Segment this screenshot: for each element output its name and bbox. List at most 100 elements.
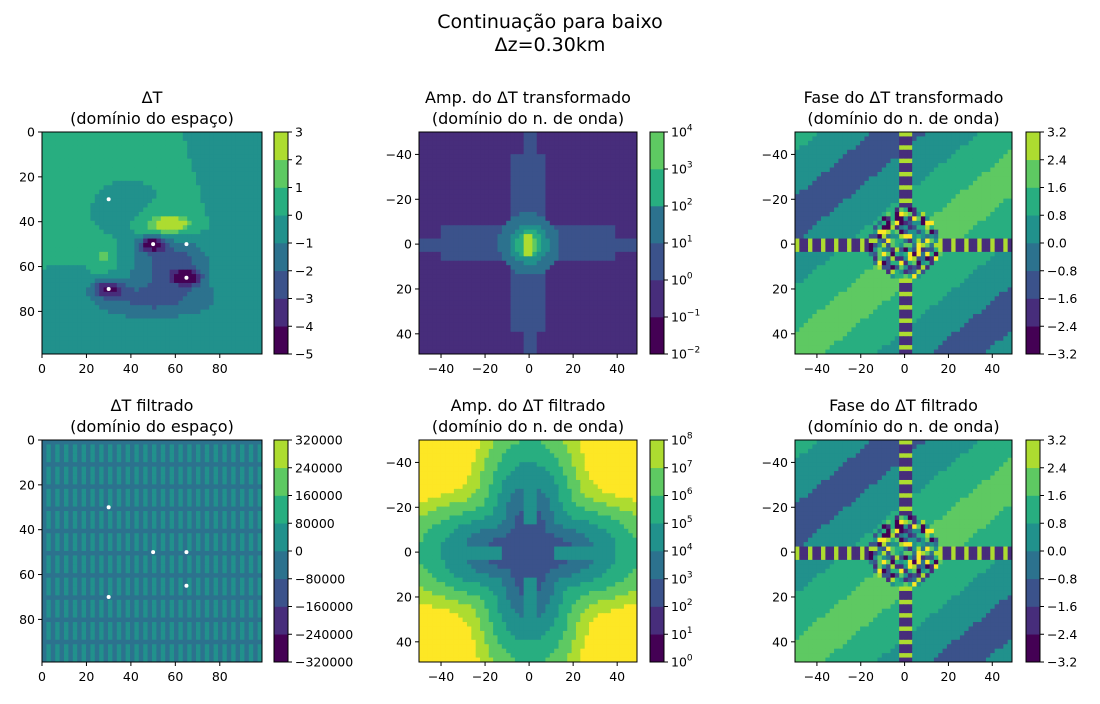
heatmap-cell <box>559 243 564 248</box>
heatmap-cell <box>86 225 91 230</box>
heatmap-cell <box>156 310 161 315</box>
heatmap-cell <box>628 341 633 346</box>
heatmap-cell <box>506 132 511 137</box>
heatmap-cell <box>593 132 598 137</box>
heatmap-cell <box>139 305 144 310</box>
heatmap-cell <box>576 243 581 248</box>
heatmap-cell <box>236 341 241 346</box>
heatmap-cell <box>515 203 520 208</box>
heatmap-cell <box>73 332 78 337</box>
heatmap-cell <box>196 270 201 275</box>
heatmap-cell <box>192 203 197 208</box>
heatmap-cell <box>423 336 428 341</box>
heatmap-cell <box>134 176 139 181</box>
heatmap-cell <box>624 136 629 141</box>
heatmap-cell <box>165 305 170 310</box>
heatmap-cell <box>580 203 585 208</box>
heatmap-cell <box>563 203 568 208</box>
heatmap-cell <box>183 168 188 173</box>
heatmap-cell <box>42 341 47 346</box>
heatmap-cell <box>200 150 205 155</box>
heatmap-cell <box>467 283 472 288</box>
heatmap-cell <box>432 332 437 337</box>
heatmap-cell <box>244 212 249 217</box>
heatmap-cell <box>222 136 227 141</box>
heatmap-cell <box>112 301 117 306</box>
heatmap-cell <box>222 181 227 186</box>
heatmap-cell <box>511 256 516 261</box>
heatmap-cell <box>183 265 188 270</box>
heatmap-cell <box>458 265 463 270</box>
heatmap-cell <box>51 190 56 195</box>
heatmap-cell <box>515 336 520 341</box>
heatmap-cell <box>99 212 104 217</box>
heatmap-cell <box>484 247 489 252</box>
heatmap-cell <box>121 190 126 195</box>
heatmap-cell <box>46 265 51 270</box>
heatmap-cell <box>231 172 236 177</box>
heatmap-cell <box>497 283 502 288</box>
heatmap-cell <box>493 234 498 239</box>
heatmap-cell <box>476 336 481 341</box>
heatmap-cell <box>209 310 214 315</box>
heatmap-cell <box>126 221 131 226</box>
heatmap-cell <box>576 323 581 328</box>
heatmap-cell <box>130 323 135 328</box>
heatmap-cell <box>205 221 210 226</box>
heatmap-cell <box>589 216 594 221</box>
heatmap-cell <box>236 221 241 226</box>
heatmap-cell <box>222 243 227 248</box>
heatmap-cell <box>559 296 564 301</box>
heatmap-cell <box>432 345 437 350</box>
heatmap-cell <box>428 216 433 221</box>
heatmap-cell <box>624 225 629 230</box>
heatmap-cell <box>489 190 494 195</box>
heatmap-cell <box>580 305 585 310</box>
heatmap-cell <box>620 216 625 221</box>
heatmap-cell <box>541 247 546 252</box>
heatmap-cell <box>484 283 489 288</box>
heatmap-cell <box>554 296 559 301</box>
heatmap-cell <box>480 185 485 190</box>
heatmap-cell <box>178 172 183 177</box>
heatmap-cell <box>152 287 157 292</box>
heatmap-cell <box>589 176 594 181</box>
heatmap-cell <box>532 265 537 270</box>
heatmap-cell <box>550 274 555 279</box>
heatmap-cell <box>441 239 446 244</box>
heatmap-cell <box>77 150 82 155</box>
heatmap-cell <box>593 327 598 332</box>
heatmap-cell <box>620 136 625 141</box>
heatmap-cell <box>165 221 170 226</box>
heatmap-cell <box>200 265 205 270</box>
heatmap-cell <box>86 150 91 155</box>
heatmap-cell <box>593 341 598 346</box>
heatmap-cell <box>99 345 104 350</box>
heatmap-cell <box>46 168 51 173</box>
heatmap-cell <box>148 265 153 270</box>
heatmap-cell <box>227 212 232 217</box>
heatmap-cell <box>156 314 161 319</box>
heatmap-cell <box>489 265 494 270</box>
heatmap-cell <box>593 172 598 177</box>
heatmap-cell <box>572 199 577 204</box>
heatmap-cell <box>559 132 564 137</box>
heatmap-cell <box>183 292 188 297</box>
heatmap-cell <box>467 172 472 177</box>
heatmap-cell <box>187 279 192 284</box>
heatmap-cell <box>130 252 135 257</box>
heatmap-cell <box>214 279 219 284</box>
heatmap-cell <box>515 252 520 257</box>
heatmap-cell <box>60 212 65 217</box>
heatmap-cell <box>249 136 254 141</box>
heatmap-cell <box>99 332 104 337</box>
heatmap-cell <box>178 132 183 137</box>
heatmap-cell <box>240 203 245 208</box>
heatmap-cell <box>90 261 95 266</box>
heatmap-cell <box>458 150 463 155</box>
heatmap-cell <box>231 234 236 239</box>
heatmap-cell <box>249 216 254 221</box>
heatmap-cell <box>231 185 236 190</box>
heatmap-cell <box>432 203 437 208</box>
heatmap-cell <box>99 301 104 306</box>
